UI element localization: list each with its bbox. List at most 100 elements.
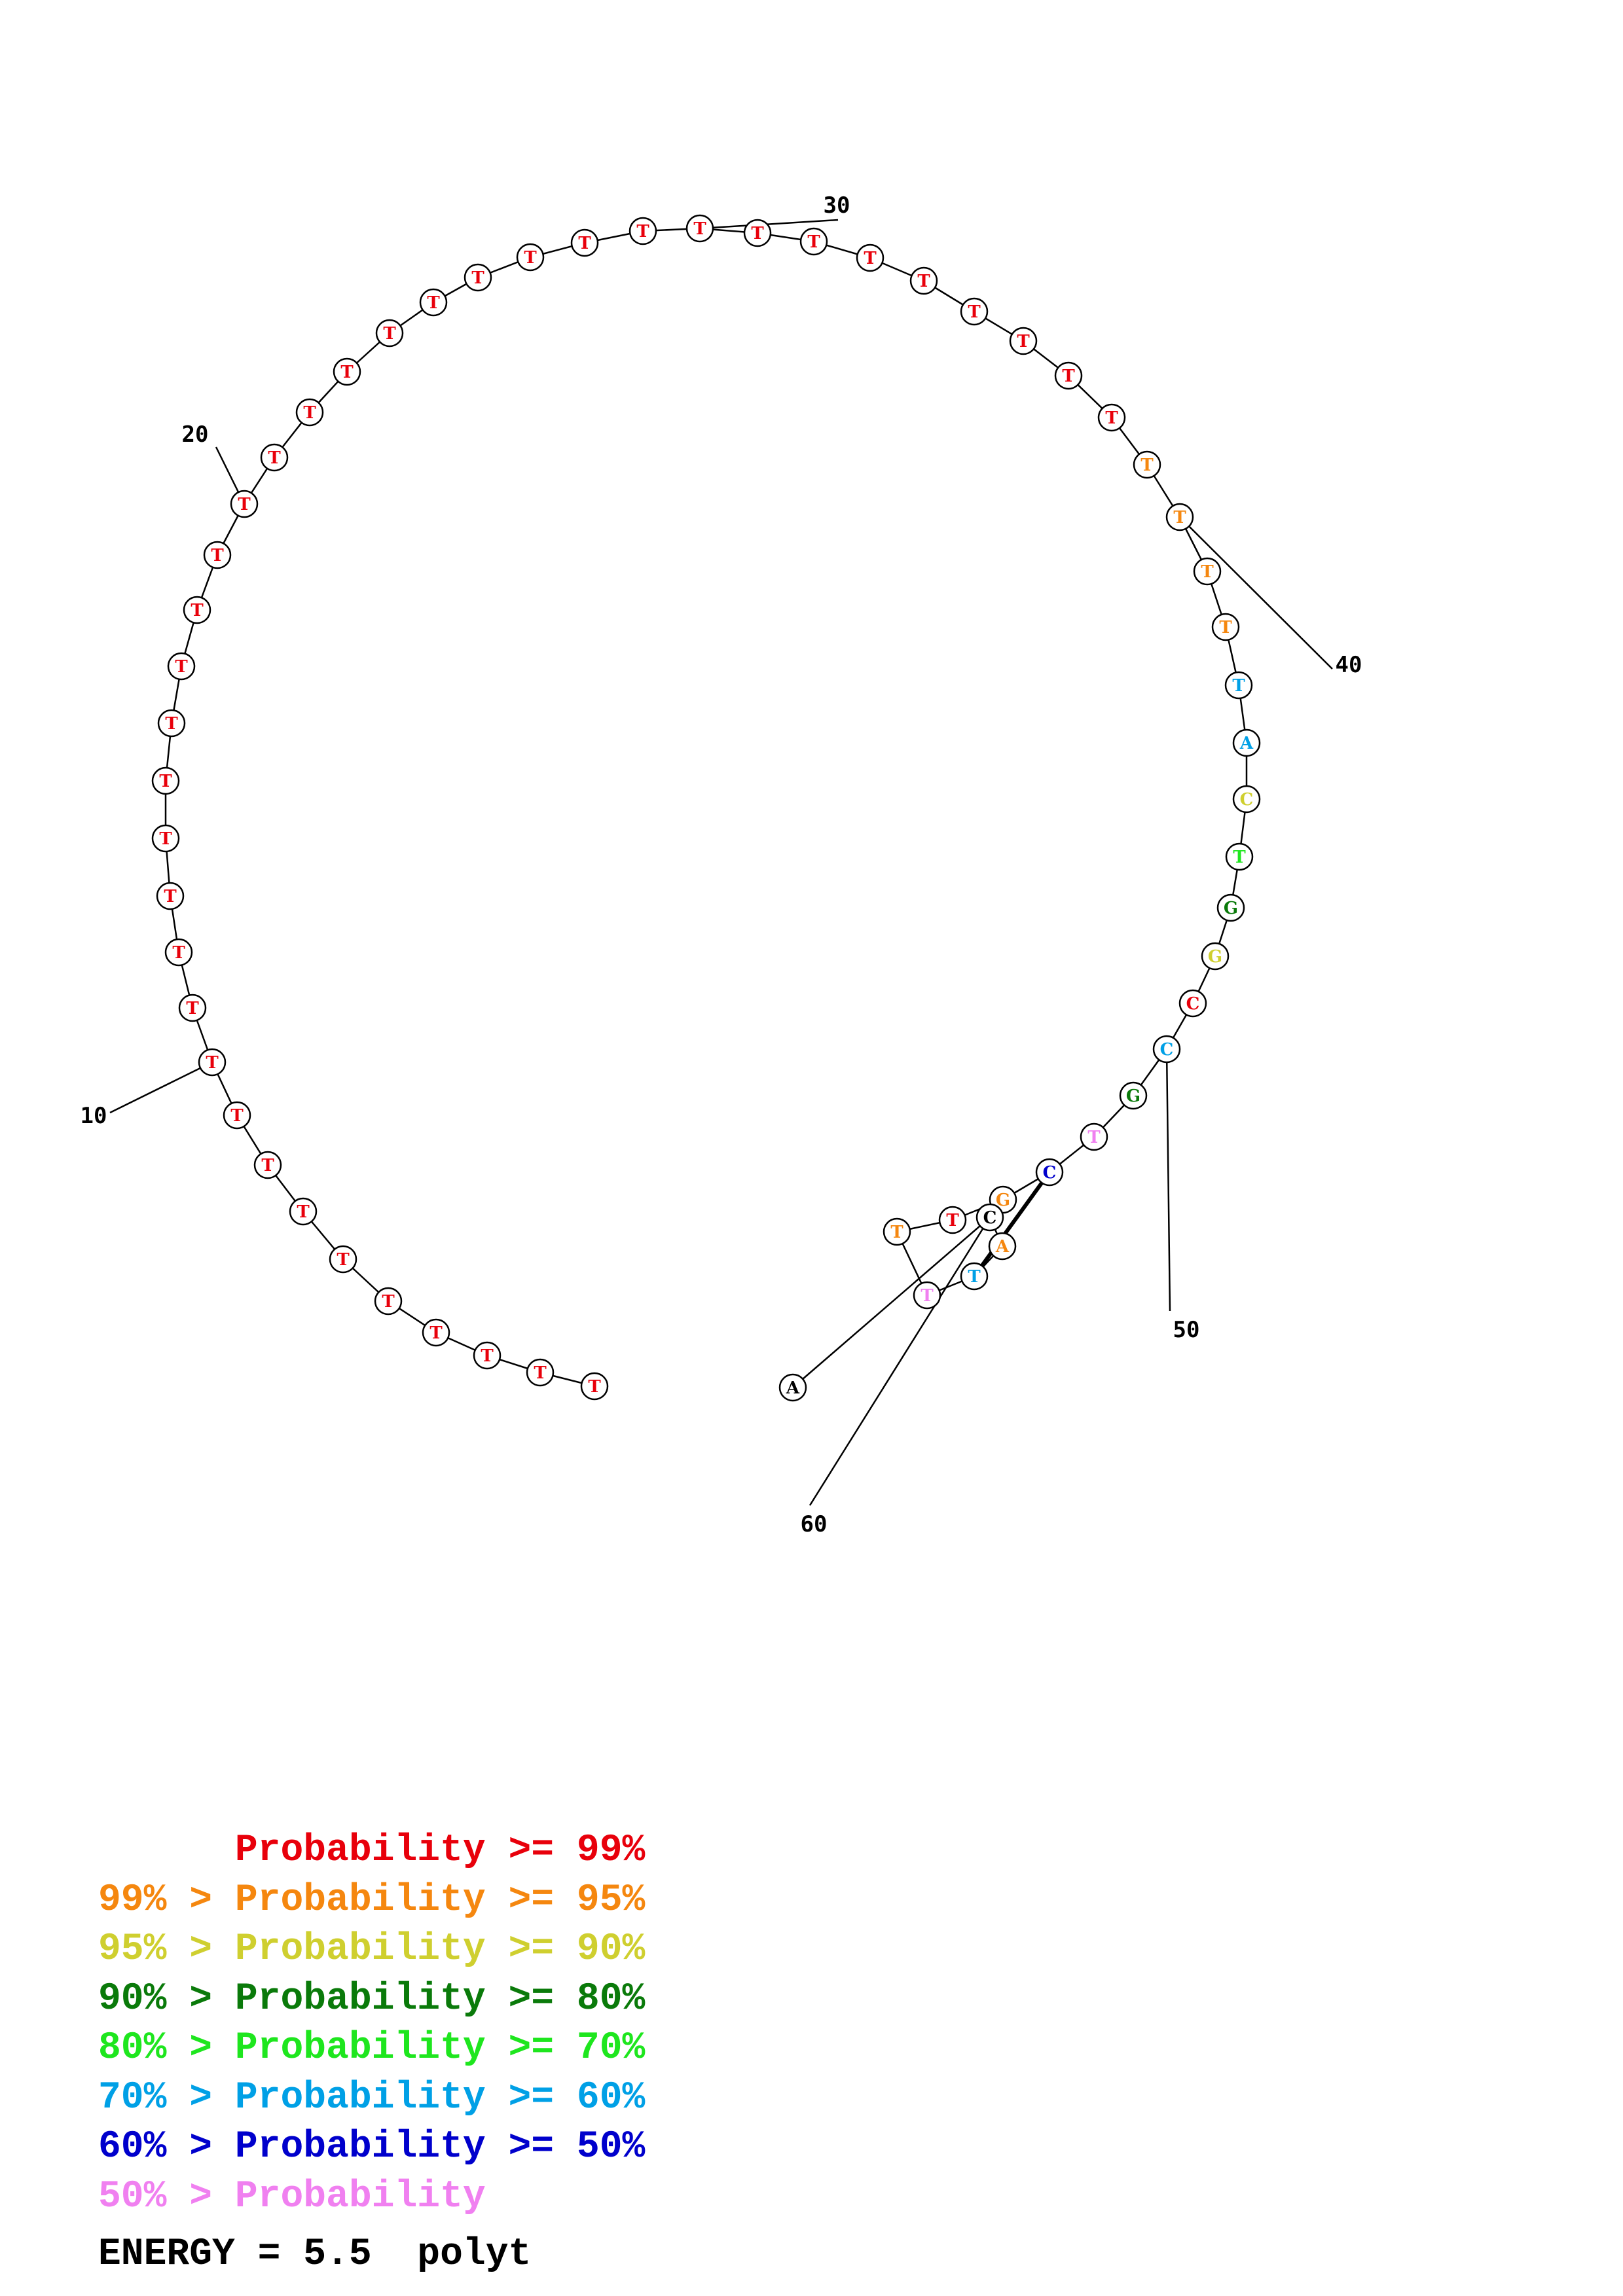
nucleotide-letter: T <box>1062 367 1075 386</box>
backbone-segment <box>792 1217 991 1388</box>
nucleotide: C <box>1152 1035 1181 1064</box>
nucleotide: T <box>1009 327 1038 355</box>
nucleotide-letter: G <box>1208 947 1222 967</box>
nucleotide: T <box>230 490 259 518</box>
nucleotide-circle <box>167 652 196 681</box>
nucleotide: T <box>856 243 884 272</box>
nucleotide: T <box>1211 613 1240 641</box>
nucleotide: G <box>1216 893 1245 922</box>
nucleotide-letter: T <box>917 272 930 291</box>
nucleotide-letter: G <box>1126 1086 1140 1106</box>
legend-line-1: Probability >= 99% <box>98 1829 646 1872</box>
nucleotide-letter: T <box>636 222 649 242</box>
position-tick-line <box>1179 516 1333 670</box>
nucleotide-letter: T <box>578 234 591 253</box>
nucleotide: T <box>1054 361 1083 390</box>
nucleotide: T <box>157 709 186 738</box>
nucleotide: G <box>1119 1081 1148 1110</box>
nucleotide-circle <box>856 243 884 272</box>
nucleotide: T <box>1224 671 1253 700</box>
nucleotide-circle <box>1193 557 1222 586</box>
nucleotide-circle <box>1211 613 1240 641</box>
nucleotide-letter: C <box>1043 1163 1057 1183</box>
nucleotide-circle <box>1232 785 1261 814</box>
position-label-60: 60 <box>801 1511 828 1537</box>
nucleotide: T <box>1133 450 1161 479</box>
nucleotide: C <box>1035 1158 1064 1187</box>
nucleotide-letter: T <box>175 657 188 677</box>
nucleotide: G <box>1201 942 1230 971</box>
nucleotide-letter: G <box>1224 899 1238 918</box>
nucleotide-circle <box>799 227 828 256</box>
nucleotide-circle <box>1133 450 1161 479</box>
nucleotide-circle <box>909 266 938 295</box>
nucleotide-circle <box>151 766 180 795</box>
nucleotide-circle <box>198 1048 227 1077</box>
nucleotide-circle <box>1216 893 1245 922</box>
nucleotide-circle <box>164 938 193 967</box>
nucleotide-circle <box>960 1262 989 1291</box>
nucleotide: T <box>198 1048 227 1077</box>
nucleotide-circle <box>1119 1081 1148 1110</box>
nucleotide-circle <box>230 490 259 518</box>
nucleotide-letter: T <box>1017 332 1030 351</box>
nucleotide-letter: T <box>337 1250 350 1270</box>
nucleotide: T <box>422 1318 450 1347</box>
nucleotide-circle <box>203 541 232 569</box>
nucleotide: T <box>375 319 404 348</box>
nucleotide-circle <box>685 214 714 243</box>
nucleotide-letter: T <box>807 232 820 252</box>
nucleotide: T <box>203 541 232 569</box>
nucleotide: T <box>289 1197 318 1226</box>
nucleotide-circle <box>260 443 289 472</box>
nucleotide: T <box>960 1262 989 1291</box>
nucleotide-circle <box>913 1281 941 1310</box>
nucleotide: T <box>156 882 185 910</box>
position-tick-line <box>109 1061 213 1114</box>
nucleotide: T <box>516 243 545 272</box>
backbone-lines <box>164 227 1248 1388</box>
nucleotide-letter: C <box>1160 1040 1174 1060</box>
nucleotide: T <box>374 1287 403 1316</box>
nucleotide-letter: T <box>946 1211 959 1230</box>
nucleotide-circle <box>1232 728 1261 757</box>
nucleotide-letter: T <box>693 219 706 239</box>
probability-legend: Probability >= 99% 99% > Probability >= … <box>98 1826 645 2221</box>
nucleotide-letter: T <box>340 363 354 382</box>
nucleotide-letter: T <box>921 1286 934 1306</box>
nucleotide-letter: T <box>1105 408 1118 428</box>
position-tick-line <box>1165 1049 1171 1312</box>
nucleotide-letter: T <box>588 1377 601 1397</box>
nucleotide-circle <box>151 824 180 853</box>
position-tick-line <box>699 219 839 230</box>
nucleotide-circle <box>1165 503 1194 531</box>
position-label-30: 30 <box>824 192 850 219</box>
nucleotide: T <box>295 398 324 427</box>
legend-line-7: 60% > Probability >= 50% <box>98 2126 646 2168</box>
nucleotide: T <box>909 266 938 295</box>
nucleotide: T <box>913 1281 941 1310</box>
nucleotide-circle <box>743 219 772 247</box>
nucleotide: C <box>1232 785 1261 814</box>
nucleotide: T <box>253 1151 282 1179</box>
nucleotide: T <box>151 824 180 853</box>
legend-line-6: 70% > Probability >= 60% <box>98 2076 646 2119</box>
nucleotide-letter: C <box>1186 994 1200 1014</box>
nucleotide-circle <box>374 1287 403 1316</box>
nucleotide-letter: T <box>303 403 316 423</box>
nucleotide-letter: C <box>1240 790 1254 810</box>
nucleotide-circle <box>295 398 324 427</box>
nucleotide-letter: T <box>1140 456 1154 475</box>
nucleotide-circle <box>516 243 545 272</box>
nucleotide: C <box>1178 989 1207 1018</box>
nucleotide-letter: T <box>1173 508 1186 528</box>
legend-line-4: 90% > Probability >= 80% <box>98 1977 646 2020</box>
nucleotide-circle <box>960 297 989 326</box>
nucleotide-circle <box>1097 403 1126 432</box>
nucleotide: T <box>960 297 989 326</box>
nucleotide-letter: A <box>1239 734 1254 753</box>
nucleotide: T <box>1165 503 1194 531</box>
nucleotide-letter: T <box>890 1223 903 1242</box>
nucleotide: T <box>473 1341 501 1370</box>
nucleotide-circle <box>1009 327 1038 355</box>
